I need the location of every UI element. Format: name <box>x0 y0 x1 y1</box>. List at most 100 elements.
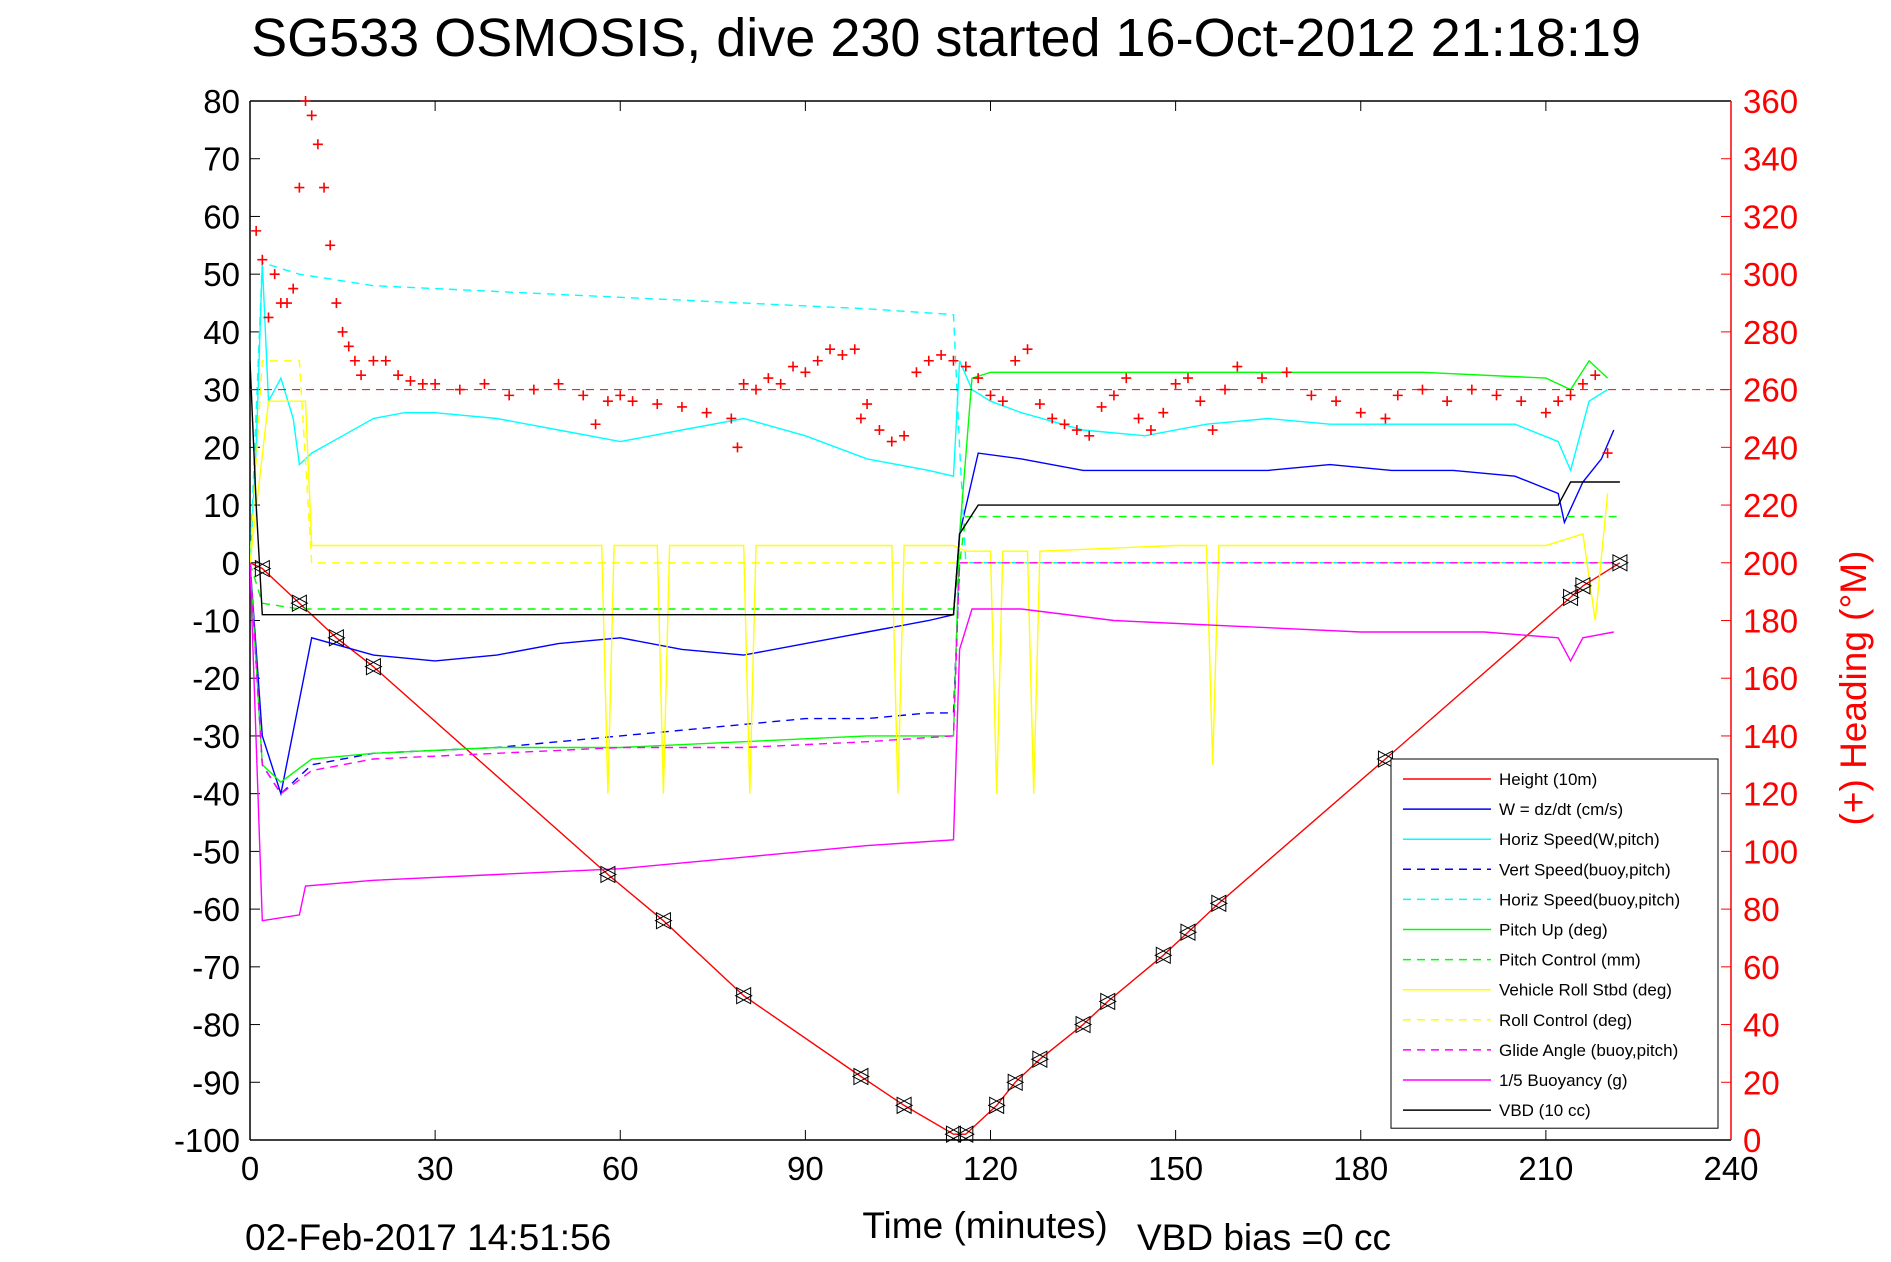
height-marker <box>1032 1050 1049 1069</box>
heading-point <box>380 355 391 366</box>
right-tick-label: 300 <box>1743 256 1798 293</box>
legend-label-vert-speed-buoy-pitch: Vert Speed(buoy,pitch) <box>1499 860 1671 879</box>
legend-box <box>1390 758 1719 1129</box>
series-line-horiz-speed-buoy-pitch <box>250 261 1614 564</box>
right-tick-label: 160 <box>1743 660 1798 697</box>
heading-point <box>997 396 1008 407</box>
heading-point <box>855 413 866 424</box>
heading-point <box>343 341 354 352</box>
right-tick-label: 40 <box>1743 1007 1780 1044</box>
y-tick-label: 0 <box>222 545 240 582</box>
y-tick-label: -40 <box>192 776 240 813</box>
y-tick-label: 40 <box>203 314 240 351</box>
heading-point <box>775 378 786 389</box>
y-tick-label: -100 <box>174 1122 240 1159</box>
heading-point <box>319 182 330 193</box>
heading-point <box>1158 407 1169 418</box>
legend-label-horiz-speed-w-pitch: Horiz Speed(W,pitch) <box>1499 830 1660 849</box>
heading-point <box>652 399 663 410</box>
x-tick-label: 30 <box>417 1150 454 1187</box>
right-tick-label: 60 <box>1743 949 1780 986</box>
heading-point <box>1108 390 1119 401</box>
legend: Height (10m) W = dz/dt (cm/s) Horiz Speed(… <box>1390 758 1719 1129</box>
right-tick-label: 140 <box>1743 718 1798 755</box>
right-tick-label: 220 <box>1743 487 1798 524</box>
height-marker <box>1575 577 1592 595</box>
legend-label-horiz-speed-buoy-pitch: Horiz Speed(buoy,pitch) <box>1499 890 1680 909</box>
heading-point <box>726 413 737 424</box>
series-line-horiz-speed-w-pitch <box>250 262 1608 563</box>
right-tick-label: 20 <box>1743 1064 1780 1101</box>
right-tick-label: 200 <box>1743 545 1798 582</box>
heading-point <box>948 355 959 366</box>
y-tick-label: -10 <box>192 603 240 640</box>
y-tick-label: 10 <box>203 487 240 524</box>
heading-point <box>1466 384 1477 395</box>
heading-point <box>923 355 934 366</box>
x-tick-label: 150 <box>1148 1150 1203 1187</box>
series-line-vehicle-roll-stbd-deg <box>250 400 1609 794</box>
heading-point <box>1219 384 1230 395</box>
height-marker <box>736 986 753 1005</box>
height-marker <box>600 865 617 884</box>
heading-point <box>578 390 589 401</box>
heading-point <box>602 396 613 407</box>
heading-point <box>1577 378 1588 389</box>
heading-point <box>454 384 465 395</box>
heading-point <box>257 254 268 265</box>
heading-point <box>1195 396 1206 407</box>
right-tick-label: 320 <box>1743 198 1798 235</box>
height-marker <box>1563 588 1580 607</box>
series-line-vbd-10-cc <box>250 360 1620 616</box>
heading-point <box>1540 407 1551 418</box>
heading-point <box>1133 413 1144 424</box>
y-tick-label: 60 <box>203 198 240 235</box>
heading-point <box>862 399 873 410</box>
heading-point <box>899 430 910 441</box>
heading-point <box>973 373 984 384</box>
heading-point <box>1590 370 1601 381</box>
x-tick-label: 90 <box>787 1150 824 1187</box>
height-marker <box>1377 750 1395 768</box>
heading-point <box>417 378 428 389</box>
heading-point <box>356 370 367 381</box>
heading-point <box>251 225 262 236</box>
heading-point <box>911 367 922 378</box>
height-marker <box>1211 894 1228 913</box>
heading-point <box>325 240 336 251</box>
heading-point <box>886 436 897 447</box>
height-marker <box>365 657 383 676</box>
heading-point <box>701 407 712 418</box>
heading-point <box>751 384 762 395</box>
heading-point <box>1491 390 1502 401</box>
heading-point <box>1553 396 1564 407</box>
x-tick-label: 0 <box>241 1150 259 1187</box>
y-tick-label: 50 <box>203 256 240 293</box>
heading-point <box>1380 413 1391 424</box>
height-marker <box>1075 1015 1093 1034</box>
height-marker <box>291 594 309 613</box>
height-marker <box>328 628 346 647</box>
heading-point <box>1010 355 1021 366</box>
right-tick-label: 180 <box>1743 603 1798 640</box>
legend-label-height-10m: Height (10m) <box>1499 770 1597 789</box>
legend-label-w-dz-dt-cm-s: W = dz/dt (cm/s) <box>1499 800 1623 819</box>
heading-point <box>732 442 743 453</box>
y-tick-label: 30 <box>203 372 240 409</box>
legend-label-vehicle-roll-stbd-deg: Vehicle Roll Stbd (deg) <box>1499 981 1672 1000</box>
legend-label-roll-control-deg: Roll Control (deg) <box>1499 1011 1632 1030</box>
x-tick-label: 120 <box>963 1150 1018 1187</box>
y-tick-label: 20 <box>203 429 240 466</box>
heading-point <box>825 344 836 355</box>
right-tick-label: 360 <box>1743 83 1798 120</box>
heading-point <box>331 298 342 309</box>
y-tick-label: -50 <box>192 833 240 870</box>
heading-point <box>1047 413 1058 424</box>
series-line-roll-control-deg <box>250 360 1620 564</box>
heading-point <box>368 355 379 366</box>
y-tick-label: -60 <box>192 891 240 928</box>
heading-point <box>349 355 360 366</box>
series-line-height-10m <box>250 562 1621 1135</box>
height-marker <box>853 1067 870 1086</box>
